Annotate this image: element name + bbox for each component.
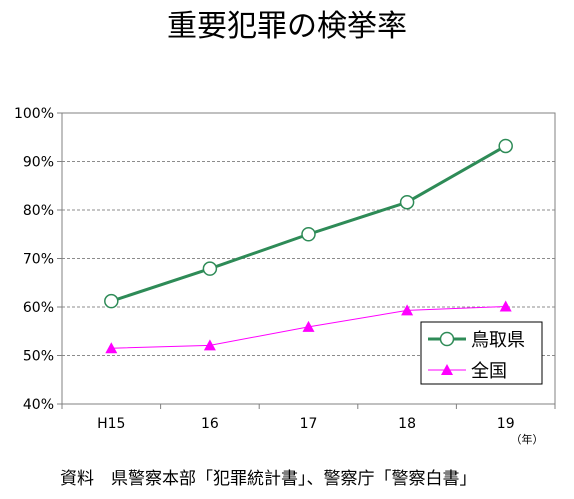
y-tick-label: 60% <box>23 300 54 316</box>
data-point <box>105 342 118 354</box>
series-1 <box>104 138 513 309</box>
y-tick-label: 50% <box>23 349 54 365</box>
x-tick-label: 16 <box>201 416 219 432</box>
x-tick-label: 17 <box>300 416 318 432</box>
x-axis-unit: （年） <box>511 432 544 446</box>
data-point <box>498 138 513 154</box>
data-point <box>203 339 216 351</box>
x-tick-label: 18 <box>398 416 416 432</box>
series <box>104 138 513 354</box>
source-note: 資料 県警察本部「犯罪統計書」、警察庁「警察白書」 <box>60 469 477 489</box>
legend-label: 鳥取県 <box>471 330 525 351</box>
data-point <box>399 194 415 210</box>
data-point <box>202 261 218 276</box>
data-point <box>302 320 315 332</box>
y-tick-label: 90% <box>23 155 54 171</box>
data-point <box>301 227 316 242</box>
y-tick-label: 40% <box>23 397 54 413</box>
y-tick-label: 70% <box>23 252 54 268</box>
legend-entry: 全国 <box>428 361 507 382</box>
data-point <box>401 304 414 316</box>
data-point <box>104 293 119 309</box>
series-line <box>110 144 507 303</box>
x-tick-label: 19 <box>497 416 515 432</box>
data-point <box>499 300 512 312</box>
legend-box <box>420 321 543 385</box>
x-axis: H15 16 17 18 19 <box>61 404 556 432</box>
y-axis: 40% 50% 60% 70% 80% 90% 100% <box>14 106 62 413</box>
x-tick-label: H15 <box>97 416 125 432</box>
legend-label: 全国 <box>471 361 507 382</box>
chart-title: 重要犯罪の検挙率 <box>167 9 407 44</box>
legend-entry: 鳥取県 <box>428 330 525 351</box>
y-tick-label: 100% <box>14 106 54 122</box>
legend-marker <box>439 331 455 347</box>
y-tick-label: 80% <box>23 203 54 219</box>
series-2 <box>105 300 512 354</box>
legend-marker <box>441 364 453 375</box>
